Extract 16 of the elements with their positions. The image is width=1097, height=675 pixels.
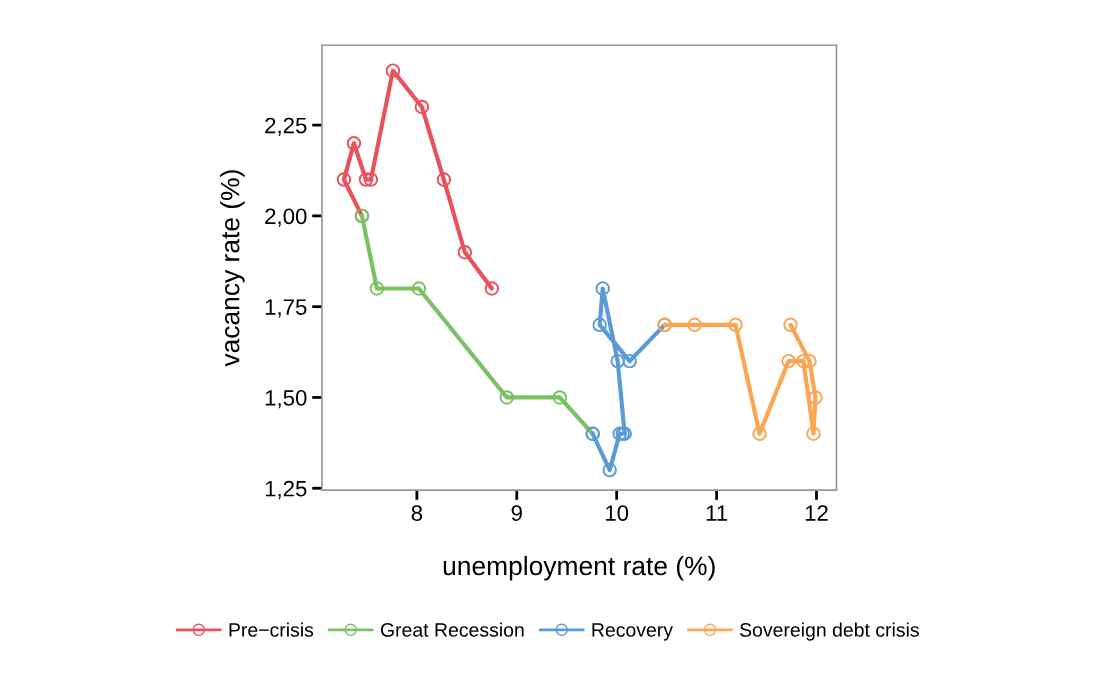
legend-label: Pre−crisis — [229, 622, 314, 637]
legend-label: Great Recession — [380, 622, 524, 637]
x-tick-label: 10 — [606, 505, 629, 521]
x-tick-label: 11 — [706, 505, 728, 521]
legend-label: Recovery — [592, 623, 673, 641]
x-tick-label: 8 — [411, 505, 423, 521]
x-tick-label: 12 — [805, 505, 828, 521]
y-tick-label: 2,25 — [265, 117, 307, 137]
y-tick-label: 1,25 — [265, 480, 307, 500]
y-tick-label: 2,00 — [265, 208, 307, 227]
x-tick-label: 9 — [511, 505, 522, 521]
y-tick-label: 1,50 — [265, 389, 307, 409]
legend-label: Sovereign debt crisis — [740, 622, 919, 641]
y-axis-title: vacancy rate (%) — [220, 170, 245, 367]
y-tick-label: 1,75 — [265, 299, 307, 318]
x-axis-title: unemployment rate (%) — [443, 555, 715, 581]
